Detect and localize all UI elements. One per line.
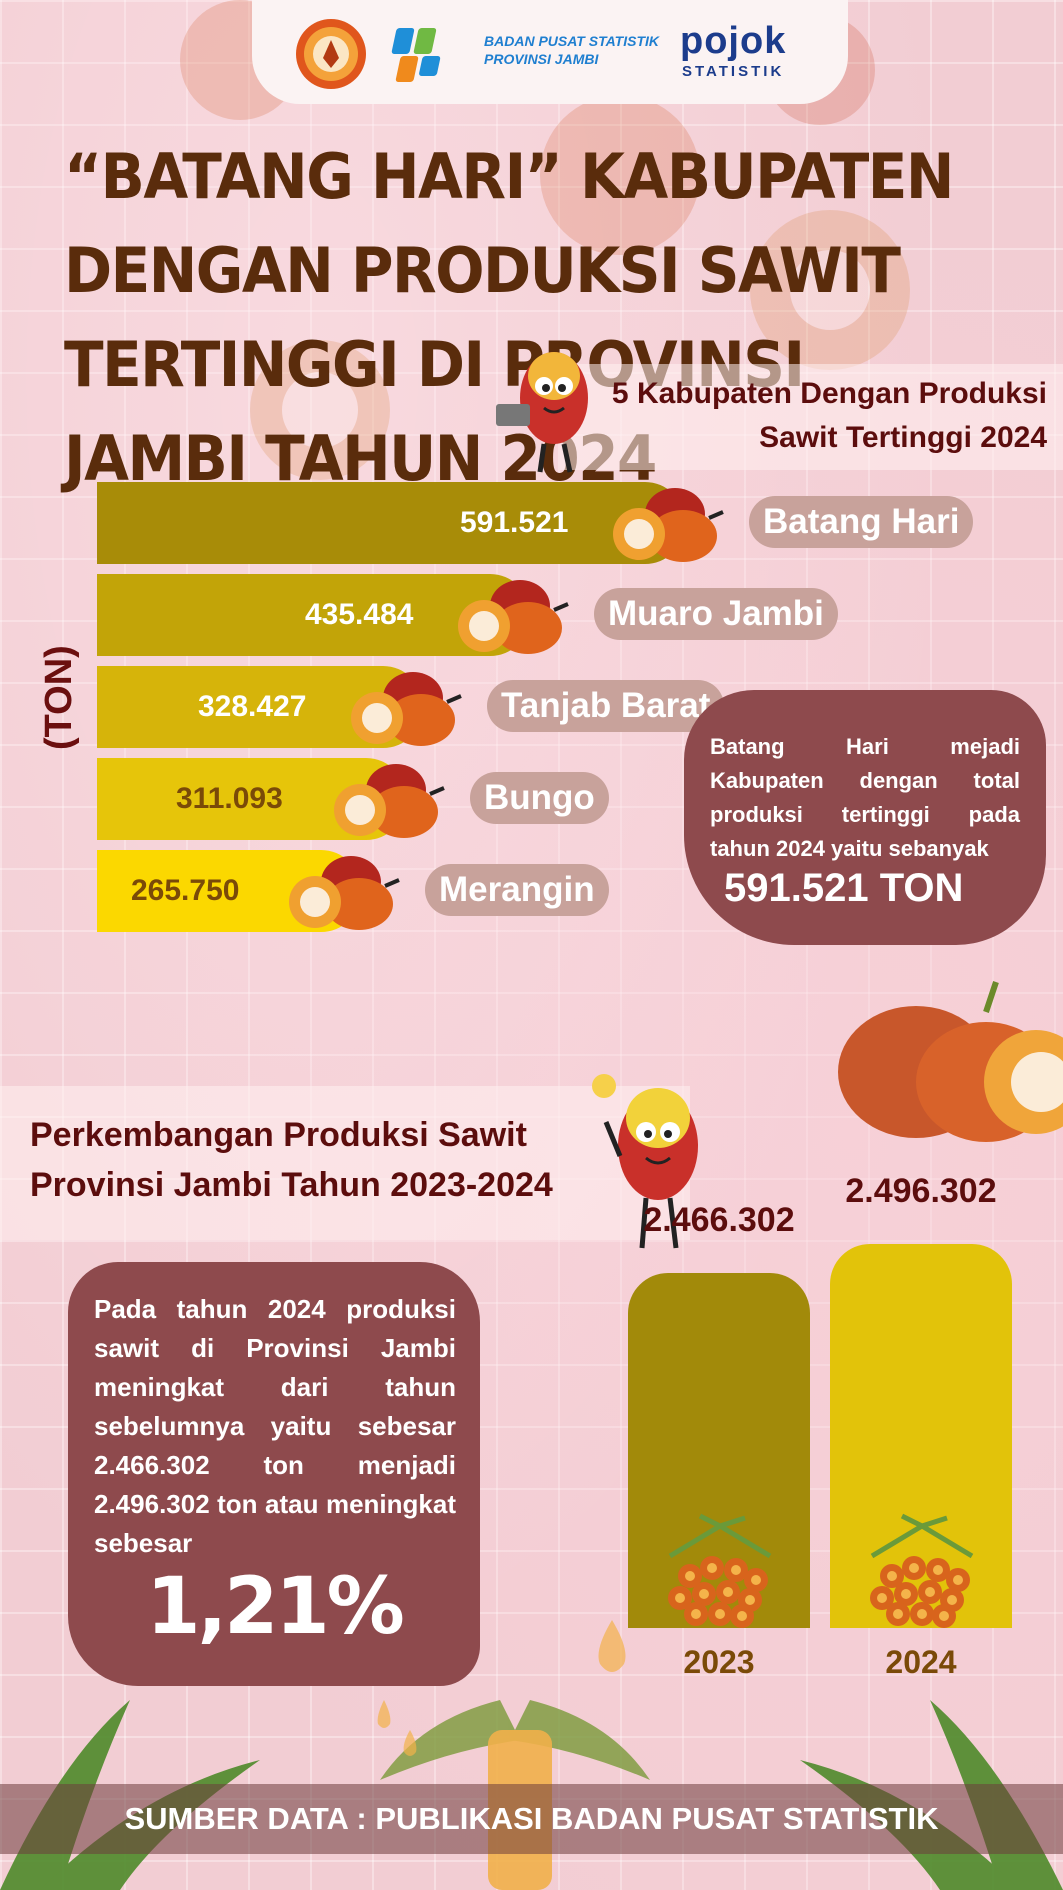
category-label: Merangin bbox=[425, 864, 609, 916]
category-label: Bungo bbox=[470, 772, 609, 824]
section1-title-band bbox=[560, 364, 1063, 470]
year-axis-label: 2024 bbox=[885, 1644, 957, 1680]
year-axis-label: 2023 bbox=[683, 1644, 755, 1680]
bar-1 bbox=[97, 574, 530, 656]
section2-title: Perkembangan Produksi Sawit Provinsi Jam… bbox=[30, 1116, 553, 1204]
source-footer: SUMBER DATA : PUBLIKASI BADAN PUSAT STAT… bbox=[124, 1801, 939, 1836]
section2-title-band bbox=[0, 1086, 690, 1240]
palm-fruit-mascot-idea bbox=[592, 1074, 698, 1249]
year-bar-value: 2.496.302 bbox=[845, 1172, 997, 1210]
bar-value-label: 591.521 bbox=[460, 506, 569, 539]
category-label: Batang Hari bbox=[749, 496, 974, 548]
palm-fruit-icon bbox=[351, 672, 462, 746]
section1-title: 5 Kabupaten Dengan Produksi Sawit Tertin… bbox=[611, 377, 1047, 454]
bar-value-label: 265.750 bbox=[131, 874, 240, 907]
category-label: Tanjab Barat bbox=[487, 680, 725, 732]
footer-band bbox=[0, 1784, 1063, 1854]
callout-top-text: Batang Hari mejadi Kabupaten dengan tota… bbox=[710, 734, 1020, 861]
palm-fruit-icon bbox=[613, 488, 724, 562]
bps-logo-icon bbox=[391, 28, 441, 82]
university-seal-logo bbox=[296, 19, 366, 89]
palm-fruit-icon bbox=[458, 580, 569, 654]
bps-logo-text: BADAN PUSAT STATISTIK PROVINSI JAMBI bbox=[484, 33, 659, 67]
palm-fruit-mascot-laptop bbox=[496, 352, 588, 473]
oil-drop-icons bbox=[377, 1620, 626, 1756]
callout-bottom-text: Pada tahun 2024 produksi sawit di Provin… bbox=[94, 1294, 456, 1558]
callout-bottom-percent: 1,21% bbox=[146, 1562, 405, 1652]
year-bar-value: 2.466.302 bbox=[643, 1201, 795, 1239]
bar-value-label: 311.093 bbox=[176, 782, 283, 815]
fruit-bunch-icon bbox=[870, 1513, 974, 1628]
palm-fruit-icon bbox=[334, 764, 445, 838]
highlight-callout-bottom: Pada tahun 2024 produksi sawit di Provin… bbox=[68, 1262, 480, 1686]
bar-value-label: 435.484 bbox=[305, 598, 414, 631]
bar-value-label: 328.427 bbox=[198, 690, 307, 723]
fruit-bunch-icon bbox=[668, 1513, 772, 1628]
palm-fruit-illustration-large bbox=[838, 981, 1063, 1142]
highlight-callout-top: Batang Hari mejadi Kabupaten dengan tota… bbox=[684, 690, 1046, 945]
pojok-logo-word: pojok bbox=[680, 20, 787, 62]
pojok-logo-sub: STATISTIK bbox=[682, 63, 785, 80]
callout-top-highlight: 591.521 TON bbox=[724, 866, 964, 910]
palm-fruit-icon bbox=[289, 856, 400, 930]
category-label: Muaro Jambi bbox=[594, 588, 838, 640]
bar-0 bbox=[97, 482, 685, 564]
